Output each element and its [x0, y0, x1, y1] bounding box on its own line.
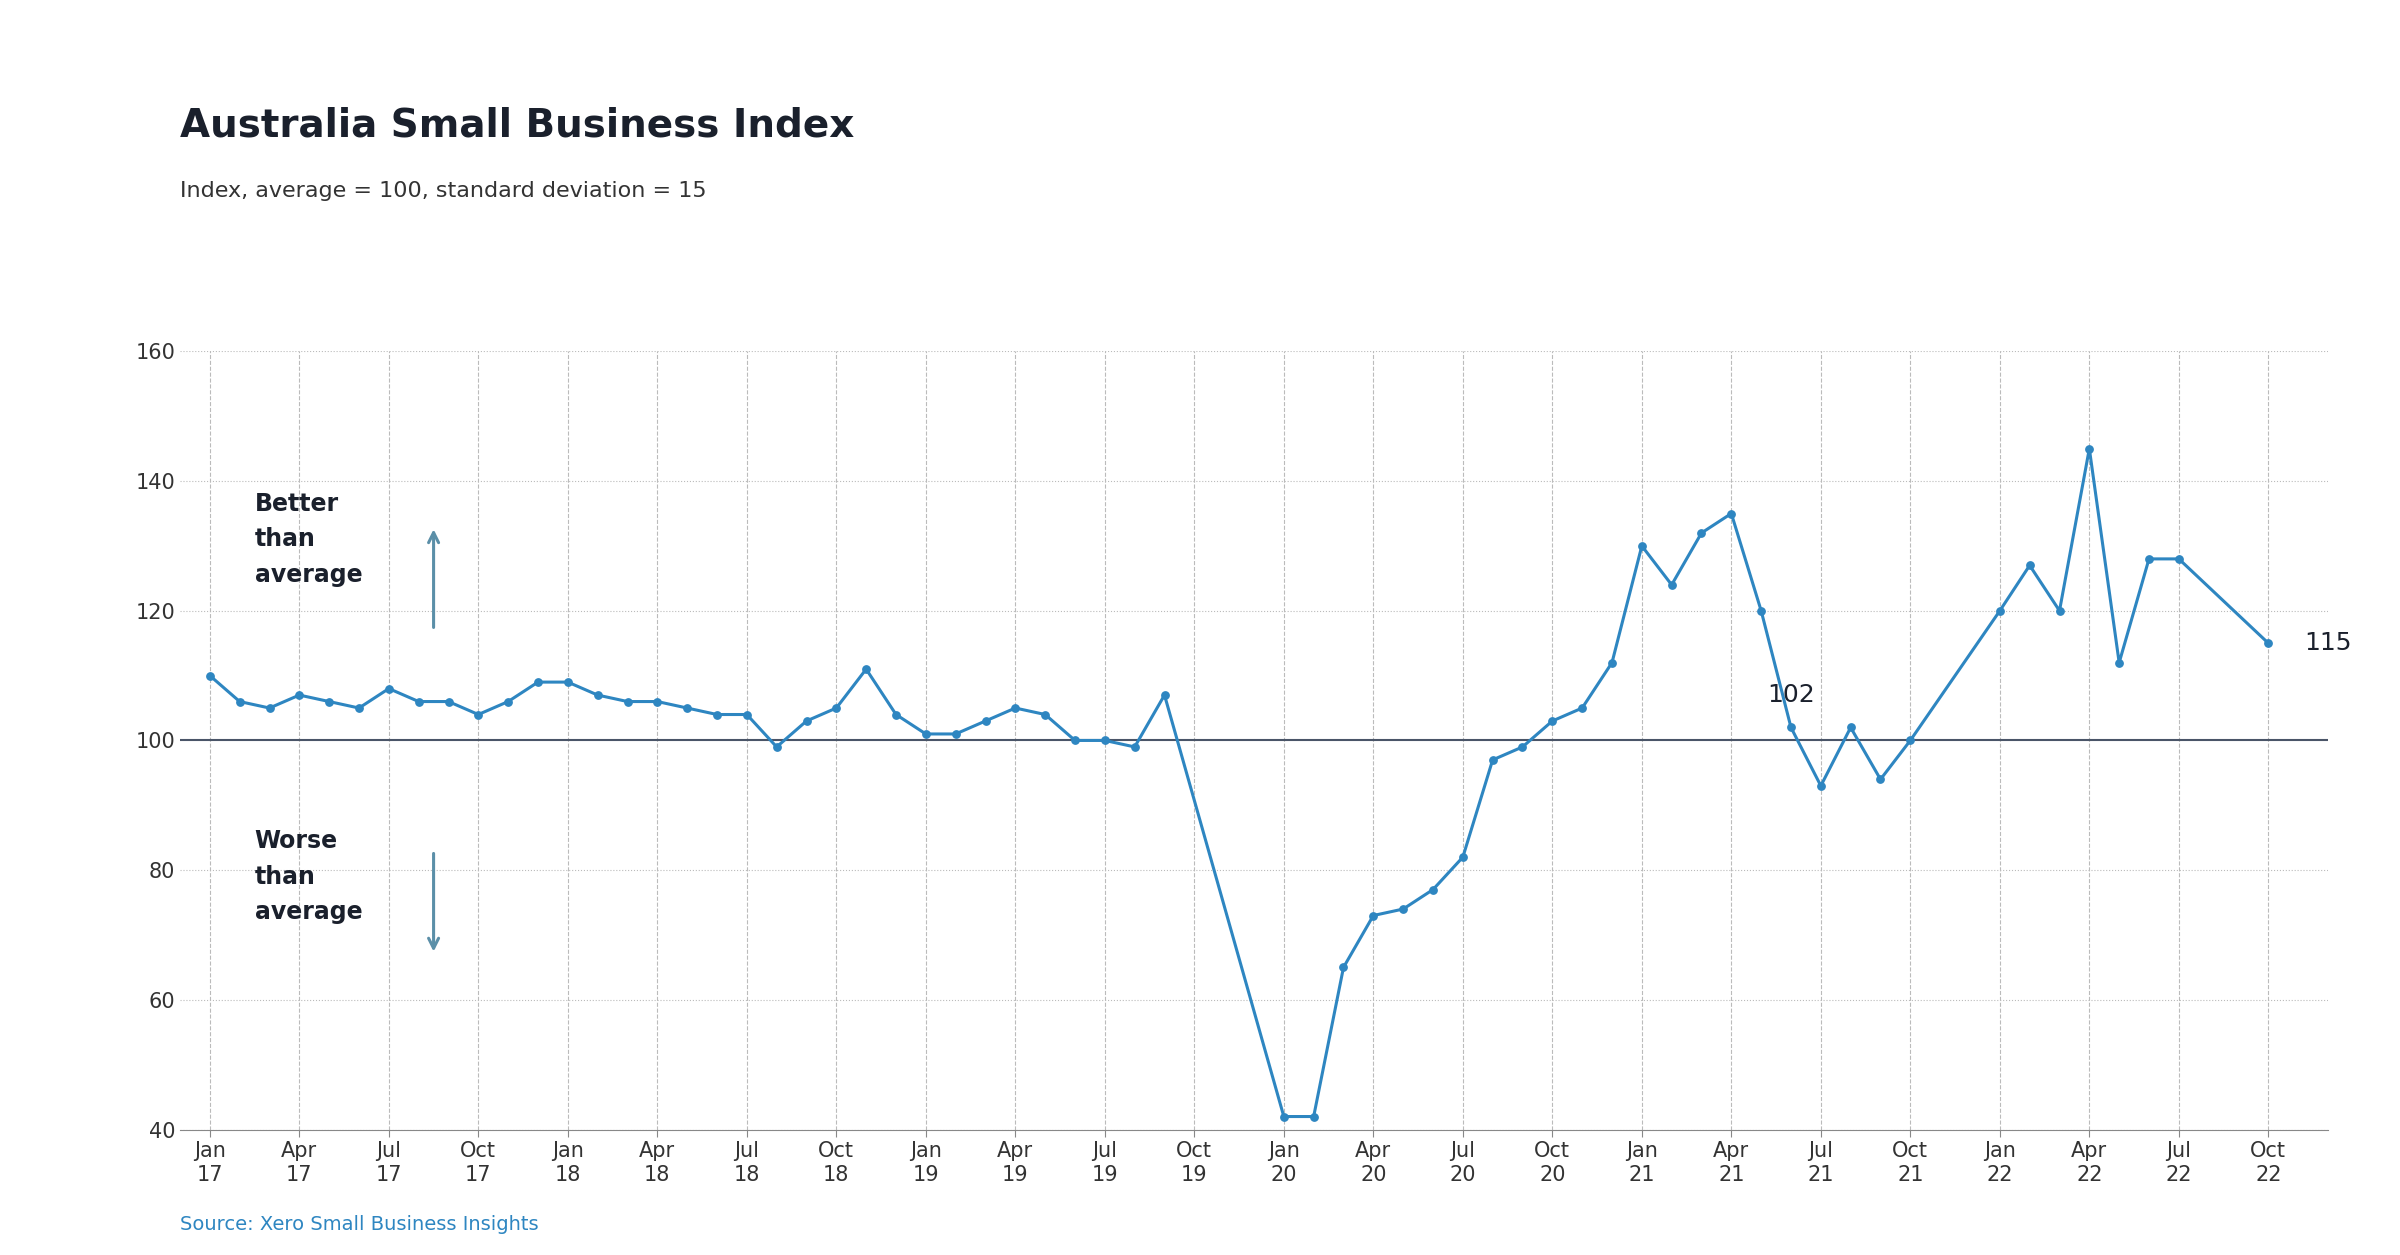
Point: [1534, 710, 1572, 730]
Point: [1682, 523, 1721, 543]
Point: [1474, 750, 1512, 771]
Point: [787, 710, 826, 730]
Point: [221, 692, 259, 712]
Point: [816, 698, 854, 718]
Point: [281, 685, 319, 705]
Point: [1594, 653, 1632, 673]
Point: [2249, 633, 2287, 653]
Point: [1802, 776, 1841, 796]
Point: [490, 692, 528, 712]
Point: [1145, 685, 1183, 705]
Point: [310, 692, 348, 712]
Point: [1025, 704, 1063, 724]
Point: [1502, 737, 1541, 757]
Point: [550, 673, 588, 693]
Point: [1980, 601, 2018, 621]
Point: [2011, 555, 2050, 575]
Point: [996, 698, 1034, 718]
Point: [967, 710, 1006, 730]
Point: [698, 704, 737, 724]
Point: [2100, 653, 2138, 673]
Point: [458, 704, 497, 724]
Point: [1711, 503, 1750, 523]
Point: [2071, 439, 2110, 459]
Point: [1862, 769, 1901, 789]
Text: 115: 115: [2304, 631, 2352, 655]
Point: [1891, 730, 1930, 750]
Point: [1385, 899, 1423, 919]
Point: [1445, 847, 1483, 867]
Point: [250, 698, 288, 718]
Point: [341, 698, 379, 718]
Point: [1325, 958, 1363, 978]
Point: [2129, 548, 2167, 569]
Point: [876, 704, 914, 724]
Point: [2040, 601, 2078, 621]
Point: [1414, 880, 1452, 900]
Text: Source: Xero Small Business Insights: Source: Xero Small Business Insights: [180, 1215, 538, 1234]
Point: [1622, 536, 1661, 556]
Point: [727, 704, 766, 724]
Point: [370, 679, 408, 699]
Point: [518, 673, 557, 693]
Point: [638, 692, 677, 712]
Point: [190, 665, 228, 685]
Point: [607, 692, 646, 712]
Point: [936, 724, 974, 744]
Text: Index, average = 100, standard deviation = 15: Index, average = 100, standard deviation…: [180, 181, 706, 201]
Point: [1265, 1107, 1303, 1127]
Text: Better
than
average: Better than average: [254, 492, 362, 587]
Point: [847, 659, 886, 679]
Point: [667, 698, 706, 718]
Point: [1562, 698, 1601, 718]
Point: [1831, 718, 1870, 738]
Text: Worse
than
average: Worse than average: [254, 830, 362, 924]
Point: [1056, 730, 1094, 750]
Point: [1742, 601, 1781, 621]
Point: [1116, 737, 1154, 757]
Point: [907, 724, 946, 744]
Point: [1085, 730, 1123, 750]
Point: [398, 692, 437, 712]
Point: [2160, 548, 2198, 569]
Point: [578, 685, 617, 705]
Point: [1294, 1107, 1332, 1127]
Text: 102: 102: [1766, 683, 1814, 707]
Point: [1654, 575, 1692, 595]
Text: Australia Small Business Index: Australia Small Business Index: [180, 107, 854, 144]
Point: [430, 692, 468, 712]
Point: [1771, 718, 1810, 738]
Point: [1354, 906, 1392, 926]
Point: [758, 737, 797, 757]
